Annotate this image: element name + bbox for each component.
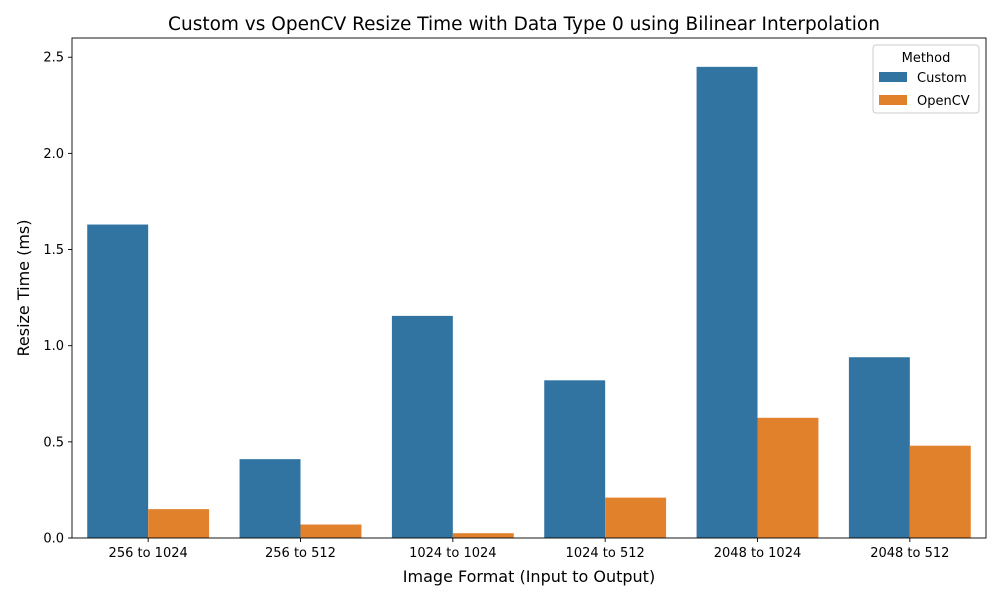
plot-frame	[71, 37, 987, 539]
y-tick-label: 1.5	[43, 243, 64, 258]
x-axis-label: Image Format (Input to Output)	[403, 567, 655, 586]
y-tick-label: 2.0	[43, 147, 64, 162]
x-tick-label: 256 to 512	[265, 546, 336, 561]
bar-opencv-0	[148, 509, 210, 538]
x-tick-label: 1024 to 512	[566, 546, 645, 561]
legend-title: Method	[902, 51, 951, 66]
bar-opencv-3	[605, 497, 667, 538]
bar-opencv-1	[300, 524, 362, 538]
x-tick-label: 1024 to 1024	[409, 546, 496, 561]
x-tick-label: 2048 to 1024	[714, 546, 801, 561]
y-axis: 0.0 0.5 1.0 1.5 2.0 2.5	[43, 51, 72, 547]
x-axis: 256 to 1024 256 to 512 1024 to 1024 1024 to…	[109, 538, 949, 561]
legend-label-custom: Custom	[917, 71, 967, 86]
x-tick-label: 256 to 1024	[109, 546, 188, 561]
bar-custom-0	[87, 224, 149, 539]
legend-swatch-custom	[879, 72, 907, 82]
bar-custom-4	[696, 66, 758, 538]
y-axis-label: Resize Time (ms)	[14, 220, 33, 357]
legend: Method Custom OpenCV	[872, 44, 980, 114]
bars-group	[87, 66, 971, 539]
bar-custom-5	[848, 357, 910, 538]
bar-custom-2	[391, 315, 453, 538]
x-tick-label: 2048 to 512	[870, 546, 949, 561]
bar-opencv-5	[909, 445, 971, 538]
y-tick-label: 0.5	[43, 435, 64, 450]
bar-opencv-2	[452, 533, 514, 538]
y-tick-label: 1.0	[43, 339, 64, 354]
y-tick-label: 0.0	[43, 532, 64, 547]
bar-custom-1	[239, 459, 301, 538]
chart-title: Custom vs OpenCV Resize Time with Data T…	[168, 14, 880, 35]
bar-opencv-4	[757, 417, 819, 538]
legend-label-opencv: OpenCV	[917, 94, 970, 109]
y-tick-label: 2.5	[43, 51, 64, 66]
bar-custom-3	[544, 380, 606, 538]
legend-swatch-opencv	[879, 95, 907, 105]
